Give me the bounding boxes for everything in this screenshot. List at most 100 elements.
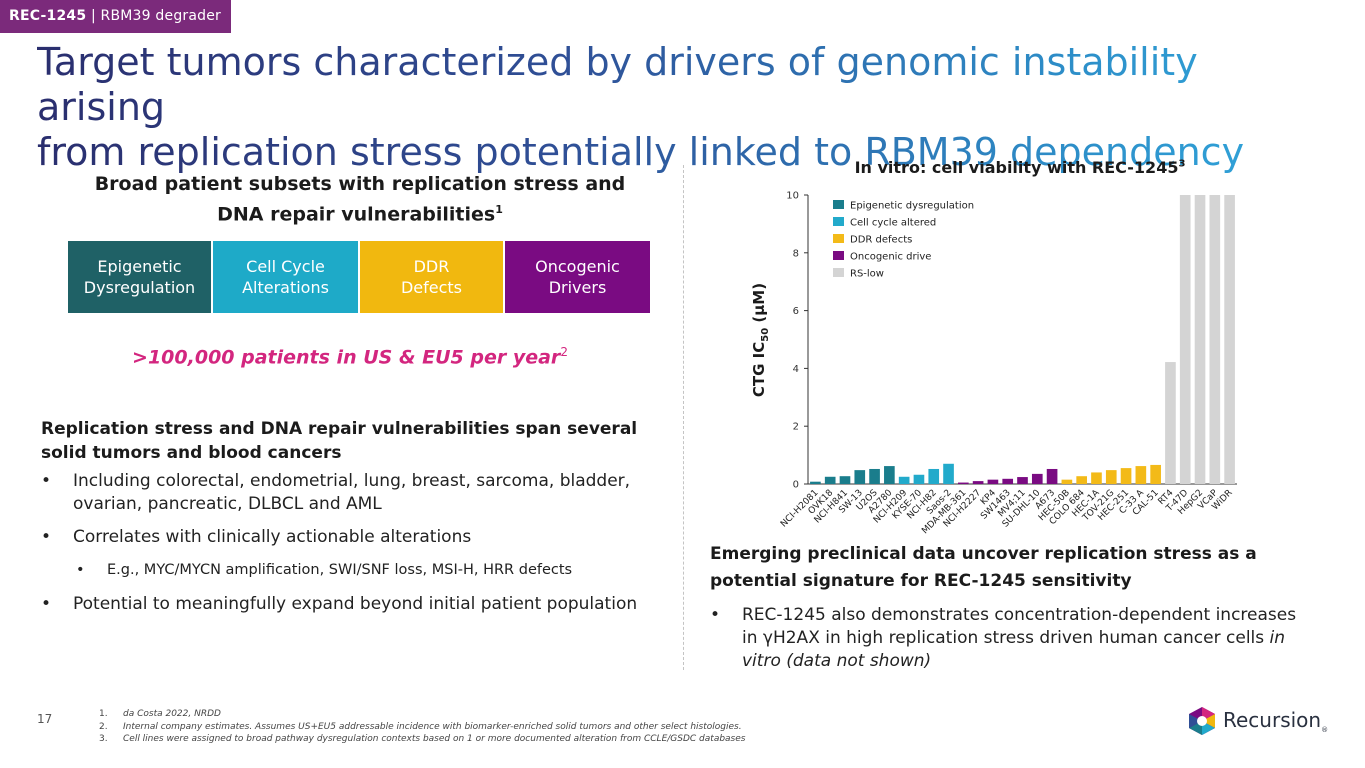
bar-saos-2 (943, 463, 954, 484)
footnote: 2. Internal company estimates. Assumes US… (99, 721, 745, 734)
chart-title: In vitro: cell viability with REC-12453 (820, 158, 1220, 177)
y-tick-label: 10 (786, 191, 799, 202)
box-label-line: Alterations (242, 278, 329, 297)
emerging-data-heading: Emerging preclinical data uncover replic… (710, 544, 1257, 591)
bar-t-47d (1179, 195, 1191, 484)
legend-label: Cell cycle altered (850, 218, 936, 229)
y-tick-label: 0 (793, 480, 799, 491)
legend-swatch (833, 217, 844, 226)
bar-ovk18 (824, 476, 836, 484)
bar-colo-684 (1076, 476, 1087, 484)
y-tick-label: 4 (793, 364, 799, 375)
box-label-line: Dysregulation (83, 278, 196, 297)
chart-title-text: In vitro: cell viability with REC-1245 (854, 158, 1179, 177)
bullet-item: Correlates with clinically actionable al… (41, 526, 661, 549)
bar-tov-21g (1105, 470, 1117, 484)
legend-label: DDR defects (850, 235, 912, 246)
bar-kp4 (987, 479, 999, 484)
column-divider (683, 165, 684, 670)
box-cell-cycle: Cell Cycle Alterations (213, 241, 358, 313)
footnote-number: 3. (99, 734, 108, 744)
box-label-line: Defects (400, 278, 463, 297)
box-ddr: DDR Defects (360, 241, 503, 313)
bar-sw-13 (854, 470, 866, 484)
tag-separator: | (86, 8, 101, 24)
vulnerabilities-heading: Replication stress and DNA repair vulner… (41, 419, 638, 463)
bar-cal-51 (1150, 464, 1161, 484)
cell-viability-chart: CTG IC50 (µM) 0246810NCI-H2081OVK18NCI-H… (750, 191, 1237, 535)
bar-a2780 (884, 466, 895, 484)
y-tick-label: 2 (793, 422, 799, 433)
bar-kyse-70 (913, 474, 925, 484)
box-label-line: Epigenetic (97, 257, 182, 276)
title-line-1: Target tumors characterized by drivers o… (37, 40, 1198, 129)
legend-label: RS-low (850, 269, 884, 280)
footnote-text: da Costa 2022, NRDD (123, 709, 221, 719)
bar-hepg2 (1194, 195, 1206, 484)
box-epigenetic: Epigenetic Dysregulation (68, 241, 211, 313)
box-label-line: DDR (413, 257, 450, 276)
bar-sw1463 (1002, 478, 1014, 484)
footnote-ref: 3 (1178, 158, 1186, 170)
footnote-text: Internal company estimates. Assumes US+E… (123, 721, 742, 732)
recursion-hexagon-icon (1189, 707, 1215, 735)
footnote-number: 2. (99, 721, 108, 732)
right-bullet-text: REC-1245 also demonstrates concentration… (742, 605, 1297, 648)
box-label-line: Oncogenic (535, 257, 620, 276)
left-bullet-list: Including colorectal, endometrial, lung,… (41, 470, 661, 626)
y-tick-label: 8 (793, 248, 799, 259)
right-bullet-item: REC-1245 also demonstrates concentration… (710, 604, 1310, 673)
footnote-ref: 2 (560, 345, 568, 359)
legend-label: Epigenetic dysregulation (850, 201, 974, 212)
box-label-line: Cell Cycle (246, 257, 325, 276)
bar-nci-h2081 (810, 481, 821, 484)
page-number: 17 (37, 712, 53, 726)
bullet-item: Including colorectal, endometrial, lung,… (41, 470, 661, 516)
bullet-item: Potential to meaningfully expand beyond … (41, 593, 661, 616)
bar-nci-h209 (898, 476, 910, 484)
program-label: RBM39 degrader (100, 8, 222, 24)
logo-text: Recursion® (1223, 708, 1328, 734)
footnote-number: 1. (99, 709, 108, 719)
y-tick-label: 6 (793, 306, 799, 317)
bar-c-33-a (1135, 466, 1147, 484)
footnote-ref: 1 (495, 203, 503, 216)
patients-stat-text: >100,000 patients in US & EU5 per year (132, 346, 561, 369)
bar-mv4-11 (1017, 477, 1028, 484)
bar-rt4 (1165, 362, 1176, 484)
footnotes: 1. da Costa 2022, NRDD 2. Internal company… (99, 708, 745, 746)
legend-swatch (833, 200, 844, 209)
bar-widr (1224, 195, 1235, 484)
right-bullet-italic: in vitro (data not shown) (742, 628, 1286, 671)
footnote-text: Cell lines were assigned to broad pathwa… (123, 734, 746, 744)
bar-nci-h2227 (972, 481, 984, 484)
bar-nci-h82 (928, 468, 940, 484)
legend-swatch (833, 234, 844, 243)
patient-subsets-heading-text: Broad patient subsets with replication s… (94, 173, 626, 226)
program-tag: REC-1245 | RBM39 degrader (0, 0, 231, 33)
bar-nci-h841 (839, 476, 851, 484)
bar-a673 (1046, 468, 1058, 484)
y-axis-label-sub: 50 (760, 328, 771, 342)
y-axis-label: CTG IC50 (µM) (750, 283, 771, 397)
y-axis-label-main: CTG IC (750, 342, 768, 397)
bar-hec-50b (1061, 479, 1073, 484)
box-oncogenic: Oncogenic Drivers (505, 241, 650, 313)
patient-subsets-heading: Broad patient subsets with replication s… (70, 172, 650, 227)
recursion-logo: Recursion® (1188, 706, 1328, 736)
bar-su-dhl-10 (1031, 473, 1043, 484)
y-axis-label-unit: (µM) (750, 283, 768, 328)
legend-label: Oncogenic drive (850, 252, 931, 263)
legend-swatch (833, 268, 844, 277)
box-label-line: Drivers (548, 278, 607, 297)
footnote: 3. Cell lines were assigned to broad path… (99, 733, 745, 746)
page-title: Target tumors characterized by drivers o… (37, 40, 1337, 175)
bar-u2os (869, 468, 880, 484)
bar-vcap (1209, 195, 1221, 484)
logo-wordmark: Recursion (1223, 708, 1322, 732)
patients-stat: >100,000 patients in US & EU5 per year2 (70, 345, 630, 368)
bar-hec-251 (1120, 468, 1132, 484)
program-code: REC-1245 (9, 8, 87, 24)
legend-swatch (833, 251, 844, 260)
logo-trademark: ® (1321, 726, 1329, 734)
